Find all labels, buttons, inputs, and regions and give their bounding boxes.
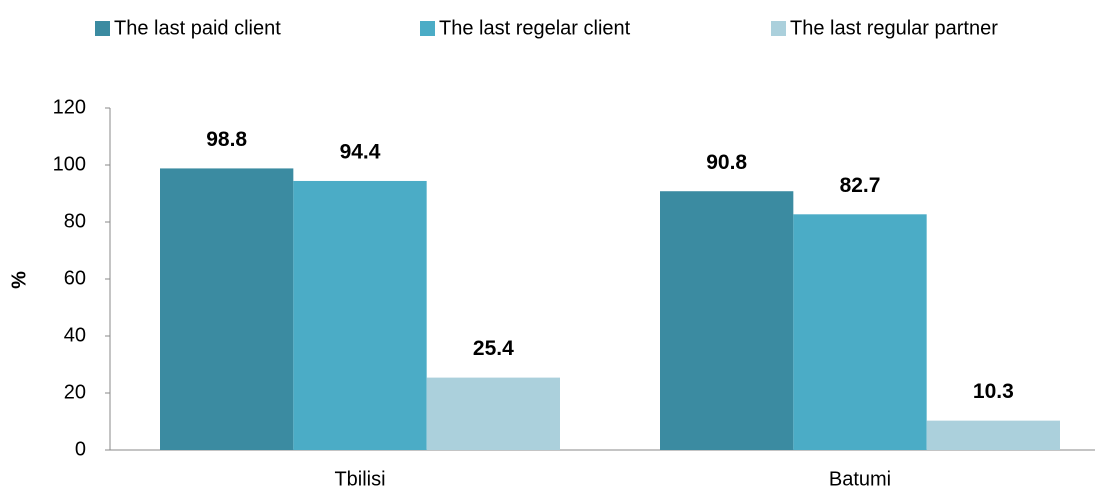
legend-label: The last paid client bbox=[114, 17, 281, 39]
bar bbox=[926, 420, 1060, 450]
value-label: 25.4 bbox=[473, 337, 514, 360]
y-tick-label: 60 bbox=[64, 267, 86, 289]
value-label: 10.3 bbox=[973, 380, 1014, 403]
x-tick-label: Tbilisi bbox=[334, 468, 385, 490]
bar bbox=[793, 214, 927, 450]
y-tick-label: 40 bbox=[64, 324, 86, 346]
legend-swatch bbox=[95, 21, 110, 36]
legend-swatch bbox=[771, 21, 786, 36]
y-axis-label: % bbox=[8, 271, 30, 289]
y-tick-label: 100 bbox=[53, 153, 86, 175]
x-tick-label: Batumi bbox=[829, 468, 891, 490]
legend-label: The last regelar client bbox=[439, 17, 631, 39]
y-tick-label: 80 bbox=[64, 210, 86, 232]
bar bbox=[426, 377, 560, 450]
y-tick-label: 0 bbox=[75, 438, 86, 460]
value-label: 94.4 bbox=[340, 141, 381, 164]
legend-label: The last regular partner bbox=[790, 17, 998, 39]
value-label: 98.8 bbox=[206, 128, 247, 151]
value-label: 90.8 bbox=[706, 151, 747, 174]
legend-swatch bbox=[420, 21, 435, 36]
bar bbox=[660, 191, 794, 450]
y-tick-label: 120 bbox=[53, 96, 86, 118]
y-tick-label: 20 bbox=[64, 381, 86, 403]
value-label: 82.7 bbox=[840, 174, 881, 197]
bar bbox=[293, 180, 427, 450]
bar bbox=[160, 168, 294, 451]
